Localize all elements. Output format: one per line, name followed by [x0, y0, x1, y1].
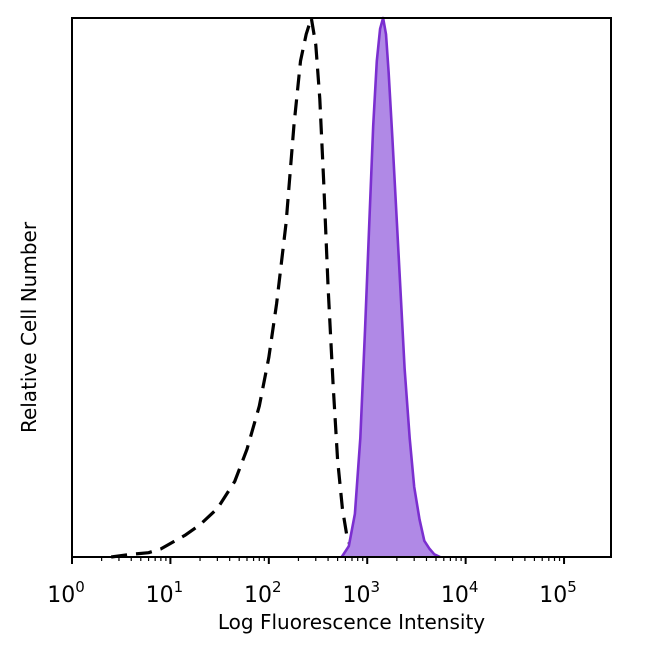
series-0-line: [110, 16, 359, 559]
x-ticks: 100 101 102 103 104 105: [47, 557, 577, 608]
plot-frame: [71, 17, 612, 558]
series-1-line: [340, 16, 441, 559]
series-layer: [110, 16, 441, 559]
x-axis-label: Log Fluorescence Intensity: [218, 610, 485, 634]
x-tick-label-3: 103: [342, 578, 380, 608]
y-axis-label: Relative Cell Number: [17, 221, 41, 433]
x-tick-label-1: 101: [146, 578, 184, 608]
x-tick-label-4: 104: [441, 578, 479, 608]
x-tick-label-2: 102: [244, 578, 282, 608]
x-tick-label-5: 105: [539, 578, 577, 608]
x-tick-label-0: 100: [47, 578, 85, 608]
series-1-area: [341, 18, 441, 557]
